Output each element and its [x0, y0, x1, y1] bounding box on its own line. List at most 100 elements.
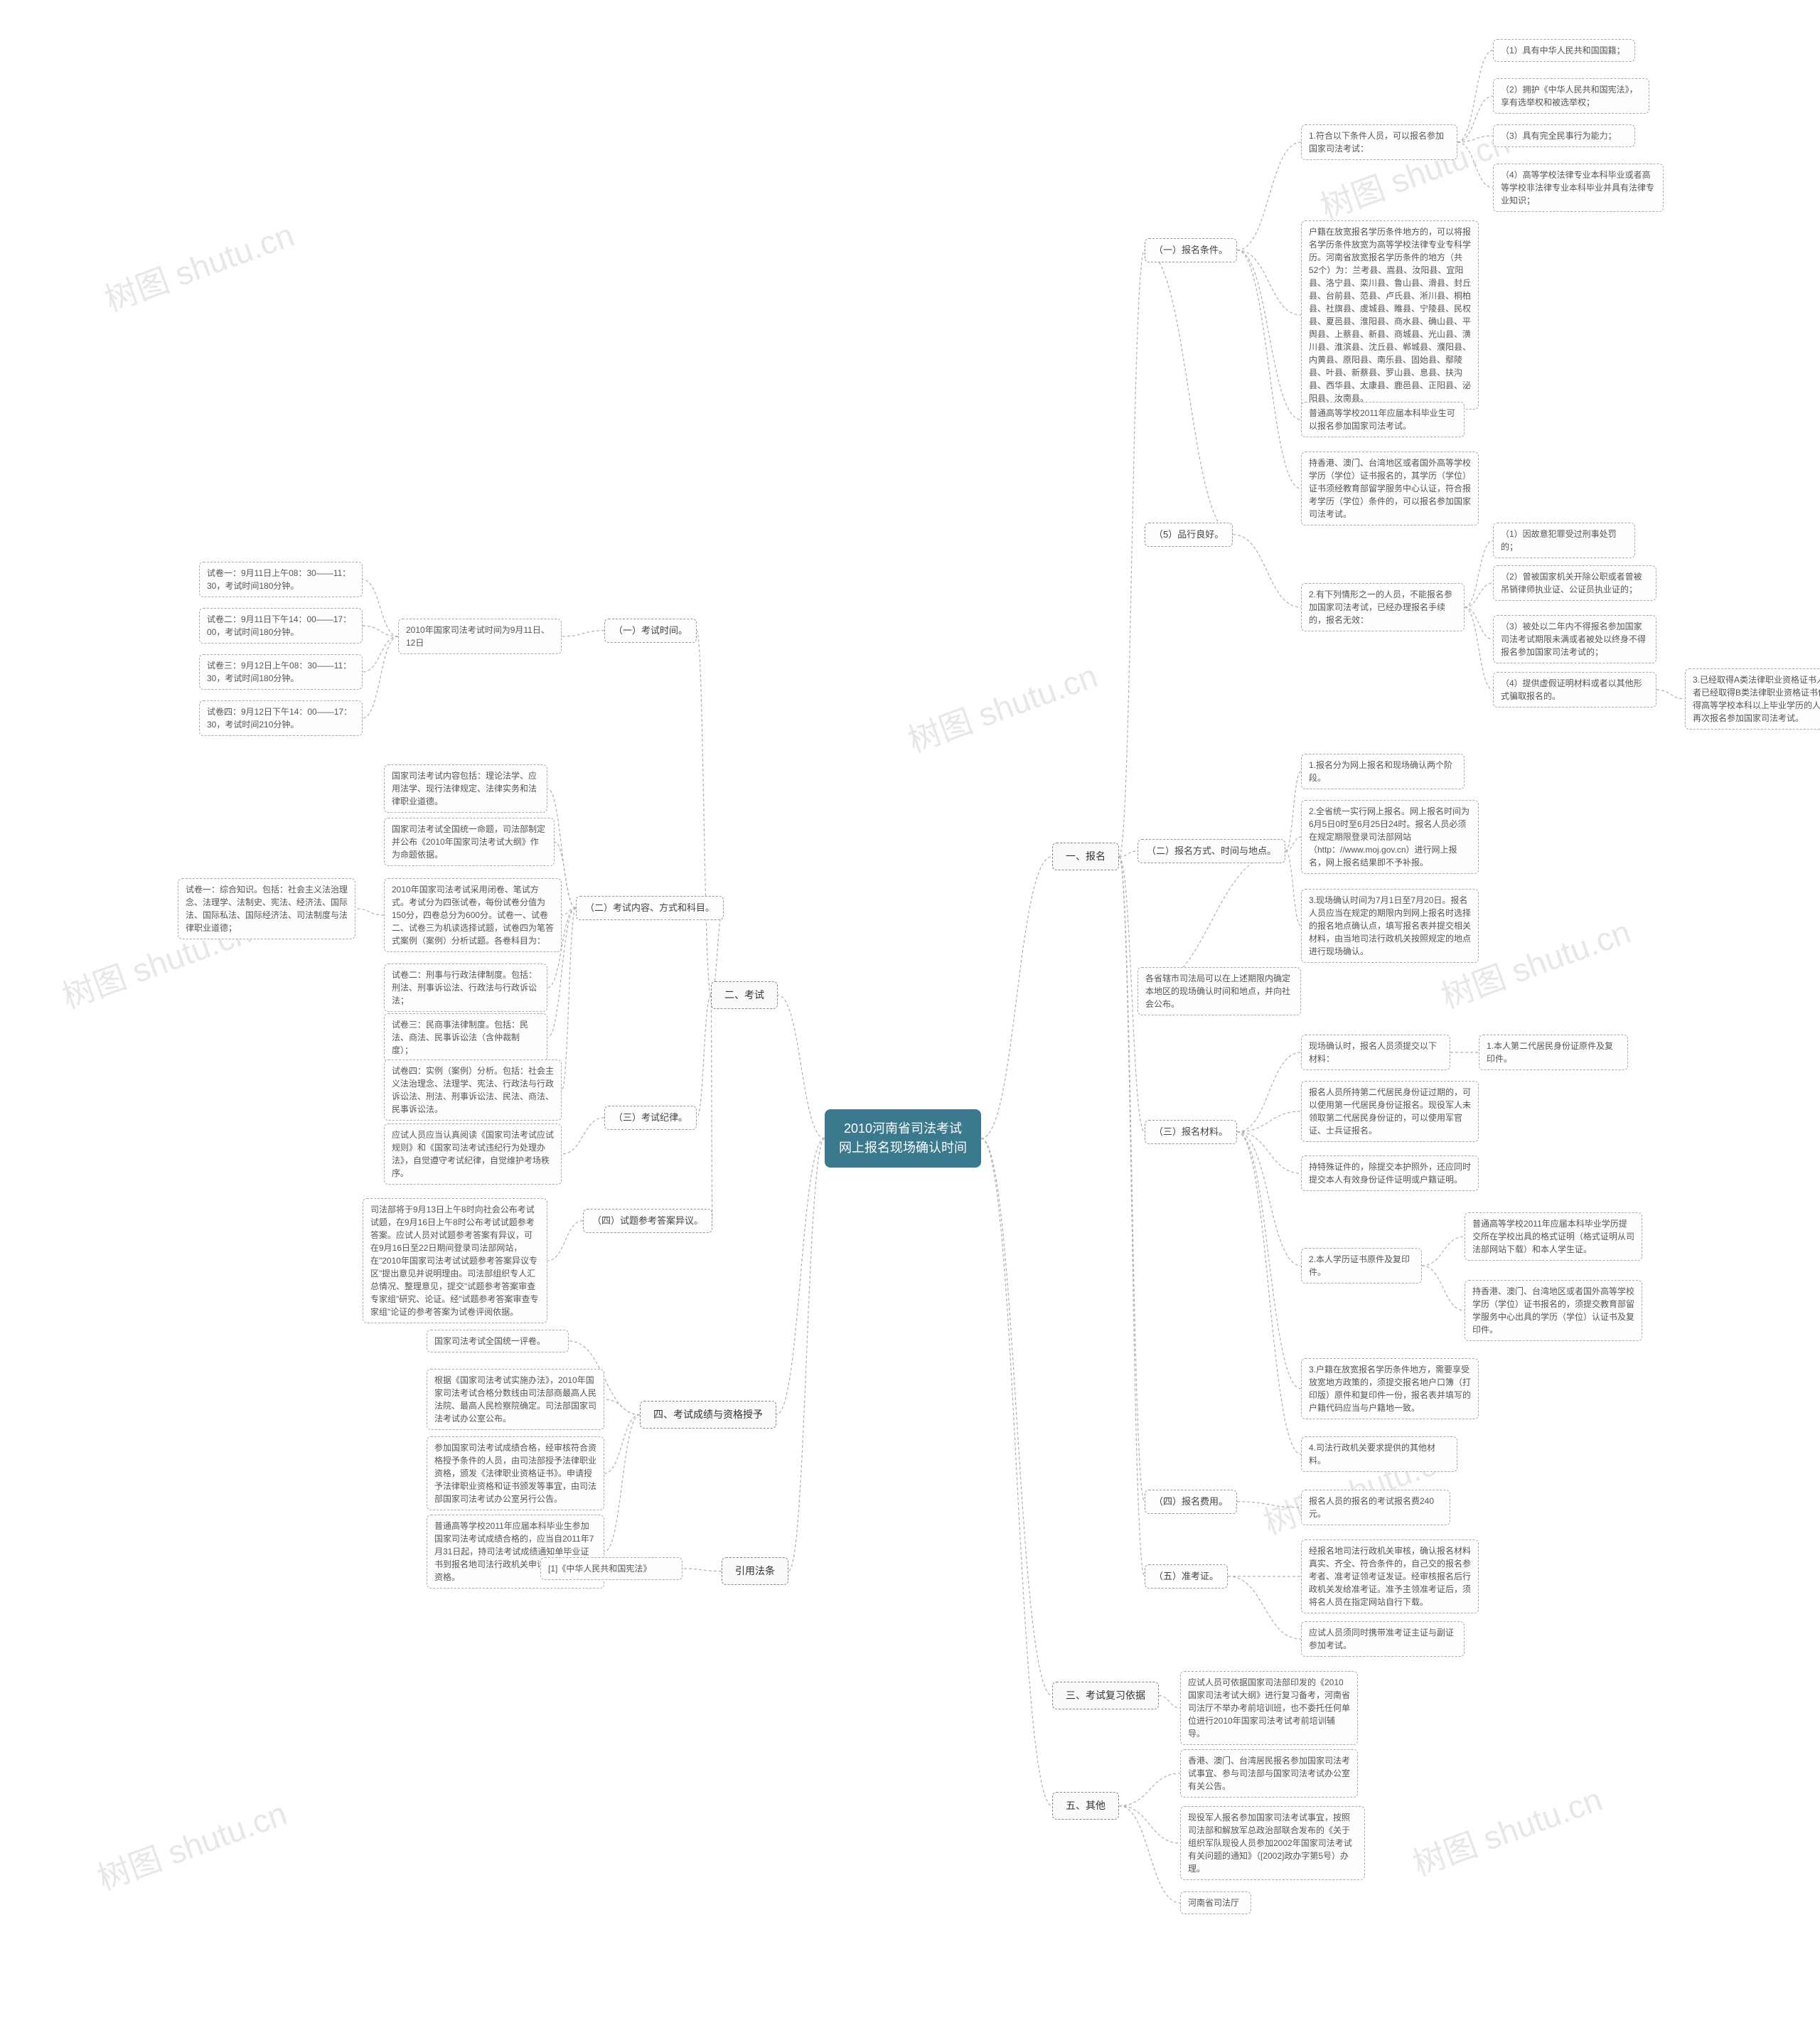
- edge: [1119, 1773, 1180, 1806]
- edge: [1285, 851, 1301, 926]
- node-n2a1: 试卷一：9月11日上午08：30——11：30，考试时间180分钟。: [199, 562, 363, 597]
- edge: [1159, 1696, 1180, 1709]
- edge: [1457, 136, 1493, 142]
- edge: [1237, 1111, 1301, 1132]
- edge: [604, 1415, 640, 1552]
- edge: [1145, 250, 1233, 535]
- watermark: 树图 shutu.cn: [97, 209, 299, 321]
- edge: [1237, 1132, 1301, 1389]
- edge: [1233, 535, 1301, 607]
- node-n1c3: 持特殊证件的，除提交本护照外，还应同时提交本人有效身份证件证明或户籍证明。: [1301, 1155, 1479, 1191]
- node-n5a: （5）品行良好。: [1145, 523, 1233, 547]
- node-n3a: 应试人员可依据国家司法部印发的《2010国家司法考试大纲》进行复习备考，河南省司…: [1180, 1671, 1358, 1745]
- edge: [1119, 1806, 1180, 1844]
- edge: [1656, 690, 1685, 699]
- node-n1c: （三）报名材料。: [1145, 1120, 1237, 1144]
- node-n2b: （二）考试内容、方式和科目。: [576, 896, 724, 920]
- edge: [363, 626, 398, 636]
- edge: [1237, 142, 1301, 250]
- edge: [355, 909, 384, 915]
- node-n1a2: 户籍在放宽报名学历条件地方的，可以将报名学历条件放宽为高等学校法律专业专科学历。…: [1301, 220, 1479, 410]
- edge: [562, 908, 576, 1090]
- node-n1b3: 3.现场确认时间为7月1日至7月20日。报名人员应当在规定的期限内到网上报名时选…: [1301, 889, 1479, 963]
- node-n5a2: 2.有下列情形之一的人员，不能报名参加国家司法考试，已经办理报名手续的，报名无效…: [1301, 583, 1465, 631]
- node-n1a1a: （1）具有中华人民共和国国籍；: [1493, 39, 1635, 62]
- edge: [711, 996, 712, 1221]
- node-n4b: 根据《国家司法考试实施办法》，2010年国家司法考试合格分数线由司法部商最高人民…: [427, 1369, 604, 1430]
- node-n1a1b: （2）拥护《中华人民共和国宪法》，享有选举权和被选举权；: [1493, 78, 1649, 114]
- edge: [1285, 772, 1301, 851]
- node-n2b4: 试卷二：刑事与行政法律制度。包括：刑法、刑事诉讼法、行政法与行政诉讼法；: [384, 964, 547, 1012]
- node-n2b3: 2010年国家司法考试采用闭卷、笔试方式。考试分为四张试卷，每份试卷分值为150…: [384, 878, 562, 952]
- node-n1c4b: 持香港、澳门、台湾地区或者国外高等学校学历（学位）证书报名的，须提交教育部留学服…: [1465, 1280, 1642, 1341]
- edge: [682, 1569, 722, 1571]
- edge: [981, 857, 1052, 1139]
- edge: [1465, 607, 1493, 639]
- edge: [604, 1415, 640, 1474]
- edge: [1457, 142, 1493, 188]
- edge: [1119, 851, 1138, 857]
- edge: [981, 1138, 1052, 1696]
- node-n2a: （一）考试时间。: [604, 619, 697, 643]
- node-n1a: （一）报名条件。: [1145, 238, 1237, 262]
- edge: [1237, 250, 1301, 489]
- watermark: 树图 shutu.cn: [901, 650, 1103, 762]
- edge: [1237, 1132, 1301, 1173]
- node-n2b3a: 试卷一：综合知识。包括：社会主义法治理念、法理学、法制史、宪法、经济法、国际法、…: [178, 878, 355, 939]
- edge: [363, 580, 398, 636]
- edge: [1237, 1132, 1301, 1454]
- edge: [562, 631, 604, 636]
- node-n1a4: 持香港、澳门、台湾地区或者国外高等学校学历（学位）证书报名的，其学历（学位）证书…: [1301, 452, 1479, 525]
- node-n2a2: 试卷二：9月11日下午14：00——17：00，考试时间180分钟。: [199, 608, 363, 644]
- edge: [778, 996, 825, 1139]
- node-n2c: （三）考试纪律。: [604, 1106, 697, 1130]
- watermark: 树图 shutu.cn: [1406, 1773, 1607, 1885]
- node-n1c4a: 普通高等学校2011年应届本科毕业学历提交所在学校出具的格式证明（格式证明从司法…: [1465, 1212, 1642, 1261]
- edge: [1465, 583, 1493, 607]
- node-n5a3: 3.已经取得A类法律职业资格证书人员，或者已经取得B类法律职业资格证书但尚未取得…: [1685, 668, 1820, 730]
- node-n2a4: 试卷四：9月12日下午14：00——17：30，考试时间210分钟。: [199, 700, 363, 736]
- edge: [1457, 50, 1493, 142]
- edge: [1465, 540, 1493, 607]
- edge: [562, 1118, 604, 1154]
- edge: [1457, 96, 1493, 142]
- node-n2a3: 试卷三：9月12日上午08：30——11：30，考试时间180分钟。: [199, 654, 363, 690]
- node-n1a3: 普通高等学校2011年应届本科毕业生可以报名参加国家司法考试。: [1301, 402, 1465, 437]
- node-n1b4: 各省辖市司法局可以在上述期限内确定本地区的现场确认时间和地点，并向社会公布。: [1138, 967, 1301, 1015]
- node-n4c: 参加国家司法考试成绩合格，经审核符合资格授予条件的人员，由司法部授予法律职业资格…: [427, 1436, 604, 1510]
- node-n5a2b: （2）曾被国家机关开除公职或者曾被吊销律师执业证、公证员执业证的；: [1493, 565, 1656, 601]
- node-n1a1: 1.符合以下条件人员，可以报名参加国家司法考试：: [1301, 124, 1457, 160]
- edge: [981, 1138, 1052, 1806]
- node-n1c4: 2.本人学历证书原件及复印件。: [1301, 1248, 1422, 1283]
- edge: [697, 996, 711, 1118]
- edge: [697, 631, 711, 996]
- edge: [1119, 1806, 1180, 1904]
- node-n1d: （四）报名费用。: [1145, 1490, 1237, 1514]
- root-node: 2010河南省司法考试网上报名现场确认时间: [825, 1109, 981, 1168]
- edge: [1422, 1237, 1465, 1266]
- node-n51: 香港、澳门、台湾居民报名参加国家司法考试事宜、参与司法部与国家司法考试办公室有关…: [1180, 1749, 1358, 1798]
- node-n2d: （四）试题参考答案异议。: [583, 1209, 712, 1233]
- node-n1d1: 报名人员的报名的考试报名费240元。: [1301, 1490, 1450, 1525]
- node-n1e: （五）准考证。: [1145, 1564, 1228, 1589]
- edge: [1285, 837, 1301, 851]
- edge: [604, 1399, 640, 1415]
- node-n1c1: 现场确认时，报名人员须提交以下材料：: [1301, 1035, 1450, 1070]
- edge: [547, 1221, 583, 1261]
- edge: [1237, 250, 1301, 420]
- edge: [1237, 1502, 1301, 1507]
- node-n3: 三、考试复习依据: [1052, 1682, 1159, 1709]
- node-n1c2: 报名人员所持第二代居民身份证过期的，可以使用第一代居民身份证报名。现役军人未领取…: [1301, 1081, 1479, 1142]
- node-n5: 五、其他: [1052, 1792, 1119, 1820]
- edge: [1465, 607, 1493, 690]
- node-n2b2: 国家司法考试全国统一命题，司法部制定并公布《2010年国家司法考试大纲》作为命题…: [384, 818, 555, 866]
- node-n1: 一、报名: [1052, 843, 1119, 870]
- node-n2a0: 2010年国家司法考试时间为9月11日、12日: [398, 619, 562, 654]
- node-n53: 河南省司法厅: [1180, 1891, 1251, 1914]
- node-n2d1: 司法部将于9月13日上午8时向社会公布考试试题，在9月16日上午8时公布考试试题…: [363, 1198, 547, 1323]
- edge: [1237, 1132, 1301, 1266]
- edge: [1228, 1576, 1301, 1639]
- node-n2c1: 应试人员应当认真阅读《国家司法考试应试规则》和《国家司法考试违纪行为处理办法》，…: [384, 1123, 562, 1185]
- node-n1c1a: 1.本人第二代居民身份证原件及复印件。: [1479, 1035, 1628, 1070]
- edge: [776, 1138, 825, 1415]
